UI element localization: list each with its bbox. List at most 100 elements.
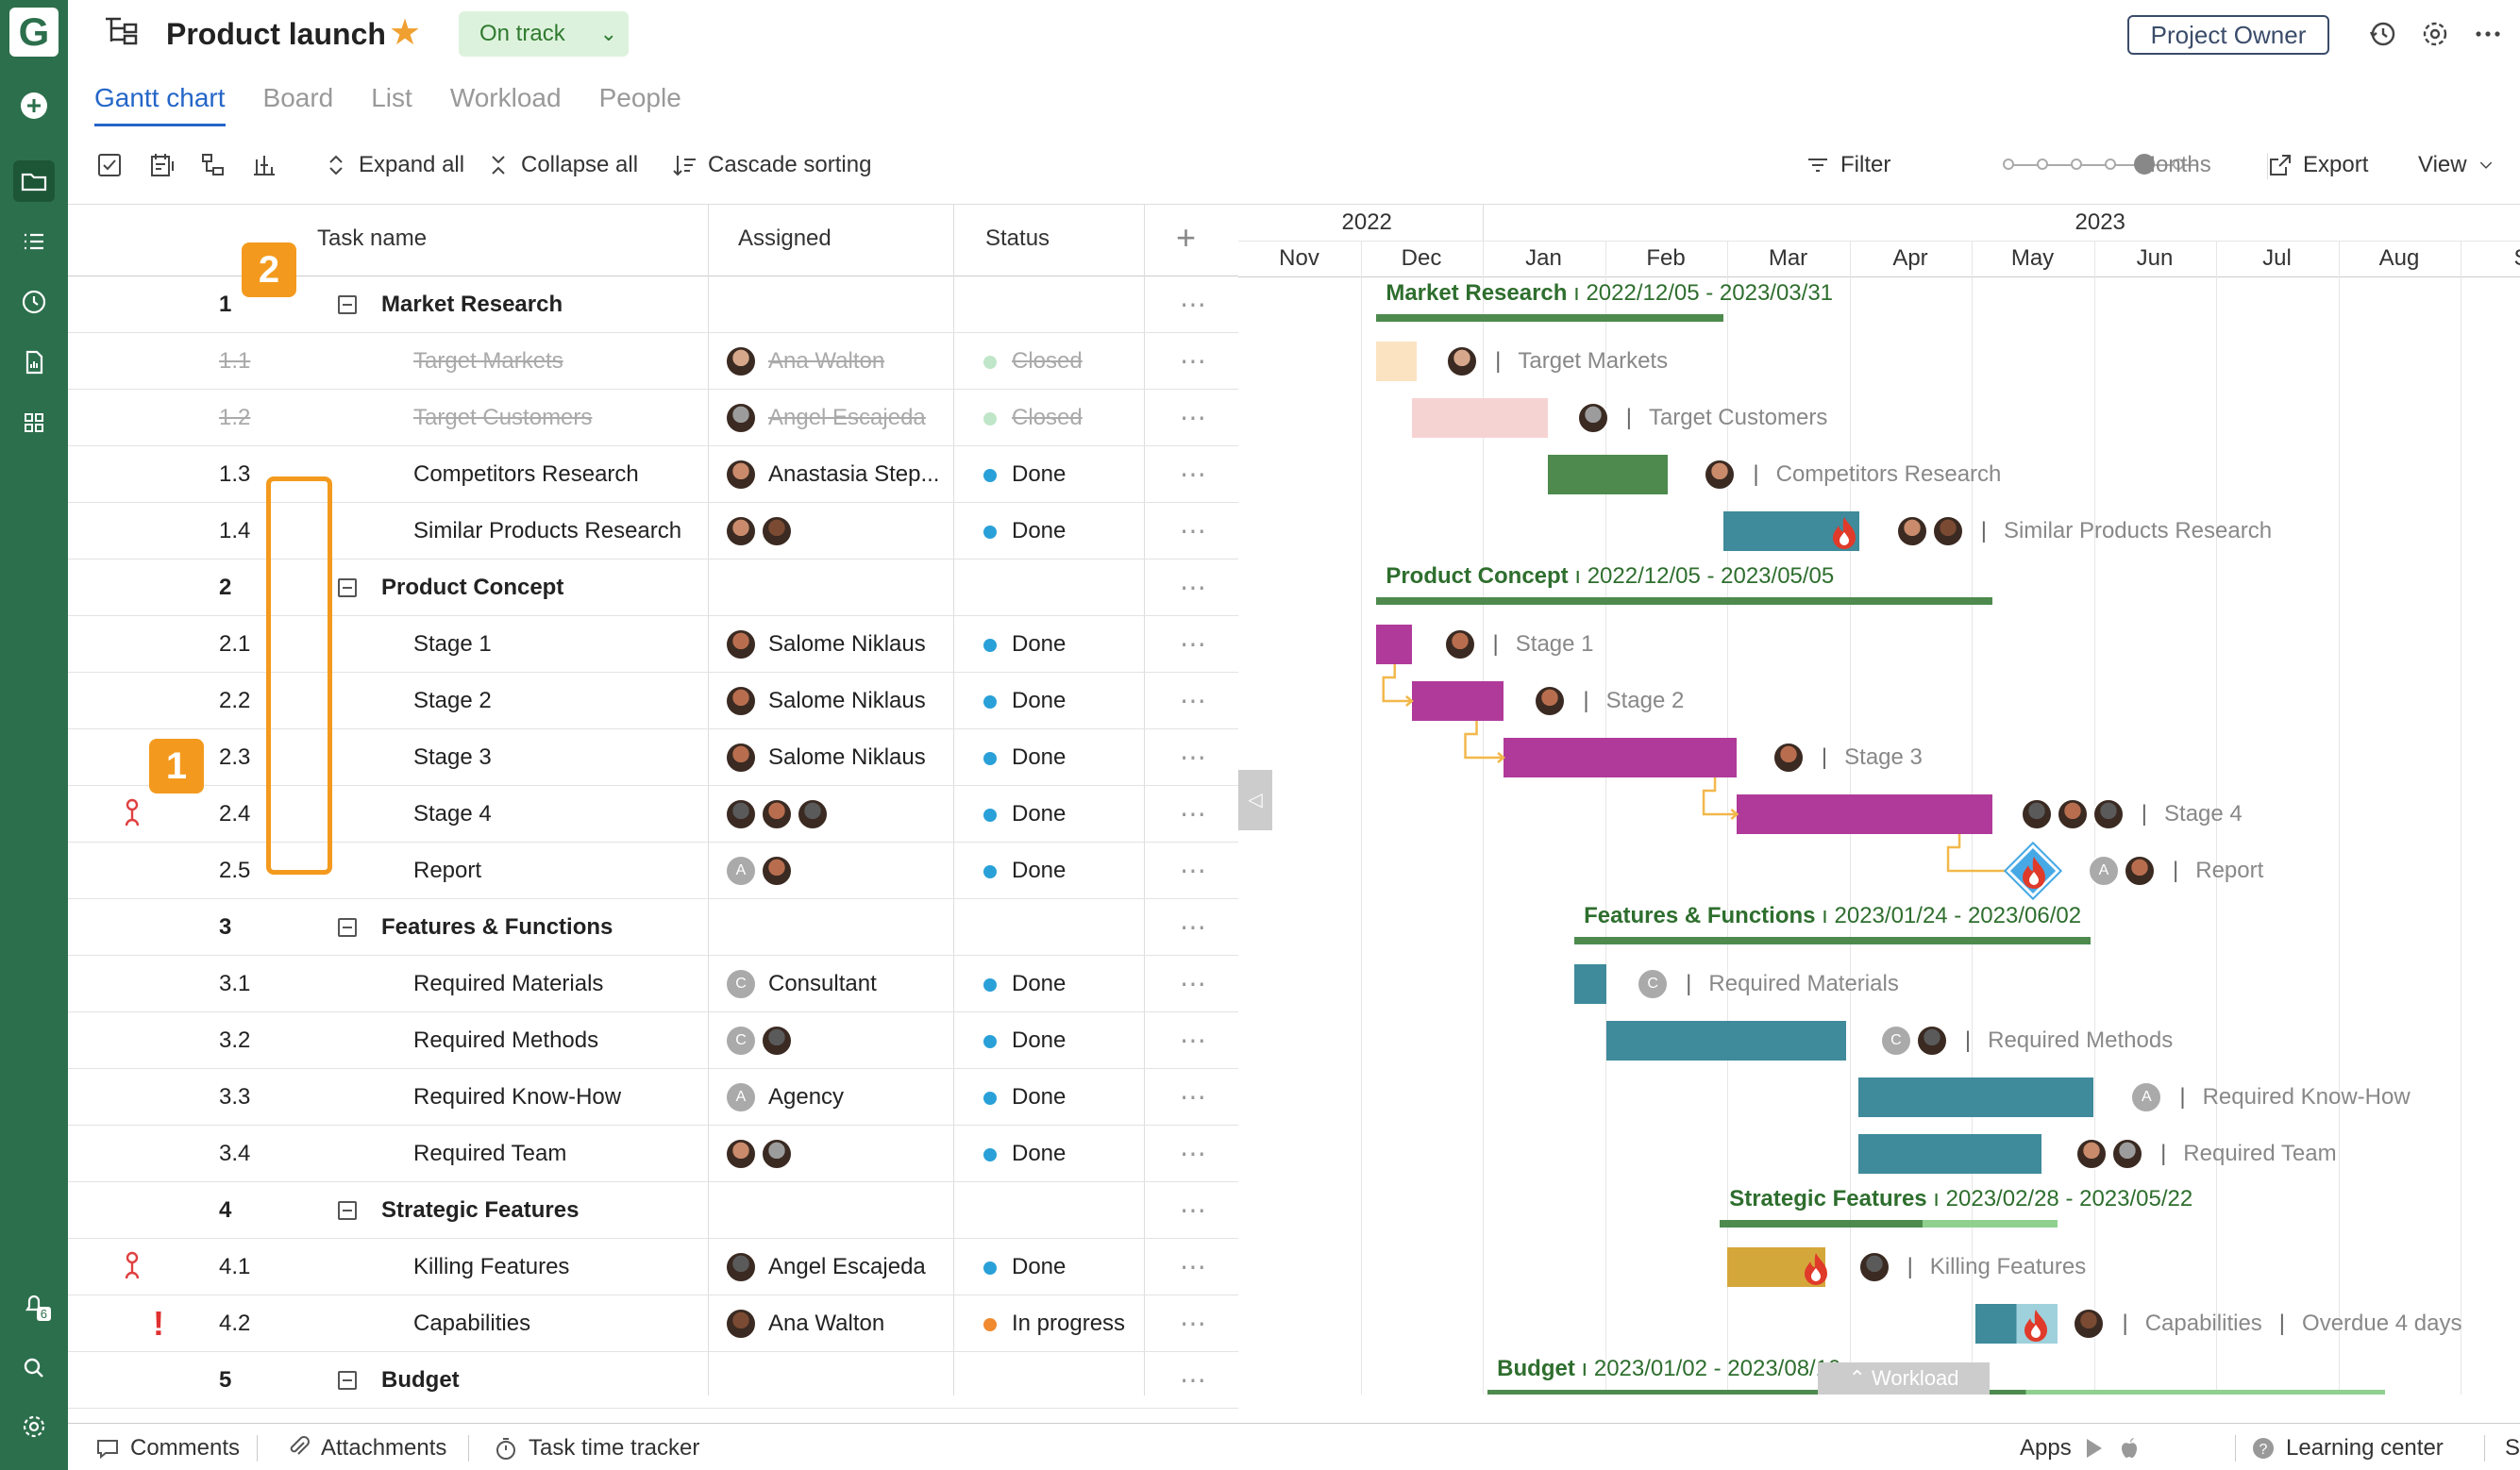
- assignees-cell[interactable]: Anastasia Step...: [725, 446, 939, 503]
- summary-label[interactable]: Market Research ı 2022/12/05 - 2023/03/3…: [1386, 280, 1833, 307]
- row-more-icon[interactable]: ⋯: [1180, 290, 1207, 319]
- task-status[interactable]: Done: [983, 446, 1066, 503]
- collapse-group-icon[interactable]: [338, 295, 357, 314]
- bar-label[interactable]: | Target Markets: [1446, 342, 1668, 381]
- assignees-cell[interactable]: C Consultant: [725, 956, 877, 1012]
- task-row[interactable]: 2.2 Stage 2 Salome Niklaus Done ⋯: [68, 673, 1238, 729]
- row-more-icon[interactable]: ⋯: [1180, 686, 1207, 715]
- avatar[interactable]: [725, 1308, 757, 1340]
- task-row[interactable]: 1.1 Target Markets Ana Walton Closed ⋯: [68, 333, 1238, 390]
- avatar[interactable]: [725, 515, 757, 547]
- task-bar[interactable]: [1605, 1021, 1846, 1061]
- summary-bar[interactable]: [1376, 314, 1724, 322]
- task-name[interactable]: Required Materials: [413, 971, 604, 996]
- row-more-icon[interactable]: ⋯: [1180, 403, 1207, 432]
- row-more-icon[interactable]: ⋯: [1180, 799, 1207, 828]
- summary-label[interactable]: Budget ı 2023/01/02 - 2023/08/10: [1497, 1356, 1840, 1382]
- zoom-step-dot[interactable]: [2105, 159, 2116, 170]
- avatar-initial[interactable]: C: [725, 1025, 757, 1057]
- assignees-cell[interactable]: [725, 503, 793, 560]
- avatar-initial[interactable]: A: [725, 855, 757, 887]
- avatar[interactable]: [1576, 402, 1609, 434]
- task-row[interactable]: 2.3 Stage 3 Salome Niklaus Done ⋯: [68, 729, 1238, 786]
- bar-label[interactable]: C | Required Methods: [1879, 1021, 2173, 1061]
- task-status[interactable]: Done: [983, 1239, 1066, 1295]
- search-icon[interactable]: [13, 1347, 55, 1389]
- task-status[interactable]: Done: [983, 503, 1066, 560]
- task-name[interactable]: Stage 3: [413, 744, 492, 770]
- avatar[interactable]: [797, 798, 829, 830]
- collapse-group-icon[interactable]: [338, 1201, 357, 1220]
- task-status[interactable]: Done: [983, 729, 1066, 786]
- row-more-icon[interactable]: ⋯: [1180, 516, 1207, 545]
- notifications-bell-icon[interactable]: 6: [13, 1283, 55, 1325]
- row-more-icon[interactable]: ⋯: [1180, 1365, 1207, 1395]
- support-link[interactable]: Support: [2435, 1435, 2520, 1462]
- bar-label[interactable]: | Target Customers: [1576, 398, 1827, 438]
- avatar-initial[interactable]: A: [2088, 855, 2121, 887]
- avatar[interactable]: [1895, 515, 1928, 547]
- avatar[interactable]: [725, 459, 757, 491]
- task-bar[interactable]: [1411, 398, 1548, 438]
- task-name[interactable]: Required Methods: [413, 1027, 599, 1053]
- favorite-star-icon[interactable]: ★: [389, 13, 422, 53]
- row-more-icon[interactable]: ⋯: [1180, 1309, 1207, 1338]
- bar-label[interactable]: | Similar Products Research: [1895, 511, 2272, 551]
- avatar[interactable]: [2056, 798, 2089, 830]
- task-bar[interactable]: [1737, 794, 1992, 834]
- task-name[interactable]: Stage 4: [413, 801, 492, 827]
- avatar[interactable]: [1857, 1251, 1890, 1283]
- row-more-icon[interactable]: ⋯: [1180, 1082, 1207, 1111]
- settings-gear-icon[interactable]: [13, 1406, 55, 1447]
- avatar[interactable]: [1704, 459, 1737, 491]
- row-more-icon[interactable]: ⋯: [1180, 346, 1207, 376]
- collapse-all-button[interactable]: Collapse all: [485, 149, 638, 181]
- avatar[interactable]: [725, 798, 757, 830]
- projects-folder-icon[interactable]: [13, 160, 55, 202]
- avatar[interactable]: [2075, 1138, 2108, 1170]
- task-row[interactable]: 2.5 Report A Done ⋯: [68, 843, 1238, 899]
- task-name[interactable]: Product Concept: [381, 575, 564, 600]
- task-name[interactable]: Similar Products Research: [413, 518, 682, 543]
- app-logo[interactable]: G: [9, 8, 59, 57]
- learning-center-link[interactable]: ? Learning center: [2250, 1435, 2444, 1462]
- collapse-group-icon[interactable]: [338, 918, 357, 937]
- task-name[interactable]: Capabilities: [413, 1311, 531, 1336]
- task-bar[interactable]: [1376, 342, 1418, 381]
- tab-gantt-chart[interactable]: Gantt chart: [94, 79, 226, 126]
- avatar[interactable]: [1446, 345, 1479, 377]
- summary-bar[interactable]: [1376, 597, 1992, 605]
- avatar-initial[interactable]: A: [2130, 1081, 2163, 1113]
- avatar[interactable]: [2092, 798, 2125, 830]
- task-name[interactable]: Stage 2: [413, 688, 492, 713]
- avatar[interactable]: [725, 402, 757, 434]
- urgent-priority-icon[interactable]: !: [153, 1304, 164, 1343]
- bar-label[interactable]: | Killing Features: [1857, 1247, 2086, 1287]
- clock-icon[interactable]: [13, 281, 55, 323]
- task-status[interactable]: Done: [983, 616, 1066, 673]
- reports-icon[interactable]: [13, 342, 55, 383]
- task-name[interactable]: Required Know-How: [413, 1084, 622, 1110]
- zoom-slider-handle[interactable]: [2134, 154, 2155, 175]
- assignees-cell[interactable]: Angel Escajeda: [725, 390, 926, 446]
- task-group-row[interactable]: 5 Budget ⋯: [68, 1352, 1238, 1409]
- task-name[interactable]: Budget: [381, 1367, 460, 1393]
- project-title[interactable]: Product launch: [166, 17, 386, 51]
- tab-workload[interactable]: Workload: [449, 83, 562, 112]
- row-more-icon[interactable]: ⋯: [1180, 912, 1207, 942]
- task-status[interactable]: Done: [983, 1069, 1066, 1126]
- history-icon[interactable]: [2363, 15, 2401, 53]
- summary-bar[interactable]: [1574, 937, 2091, 944]
- avatar[interactable]: [1534, 685, 1567, 717]
- task-name[interactable]: Competitors Research: [413, 461, 639, 487]
- task-group-row[interactable]: 2 Product Concept ⋯: [68, 560, 1238, 616]
- avatar[interactable]: [725, 1138, 757, 1170]
- assignees-cell[interactable]: Ana Walton: [725, 333, 884, 390]
- avatar-initial[interactable]: C: [1879, 1025, 1912, 1057]
- task-row[interactable]: 3.2 Required Methods C Done ⋯: [68, 1012, 1238, 1069]
- task-status[interactable]: Done: [983, 673, 1066, 729]
- task-status[interactable]: In progress: [983, 1295, 1125, 1352]
- task-row[interactable]: 1.4 Similar Products Research Done ⋯: [68, 503, 1238, 560]
- task-status[interactable]: Done: [983, 786, 1066, 843]
- avatar[interactable]: [761, 1025, 793, 1057]
